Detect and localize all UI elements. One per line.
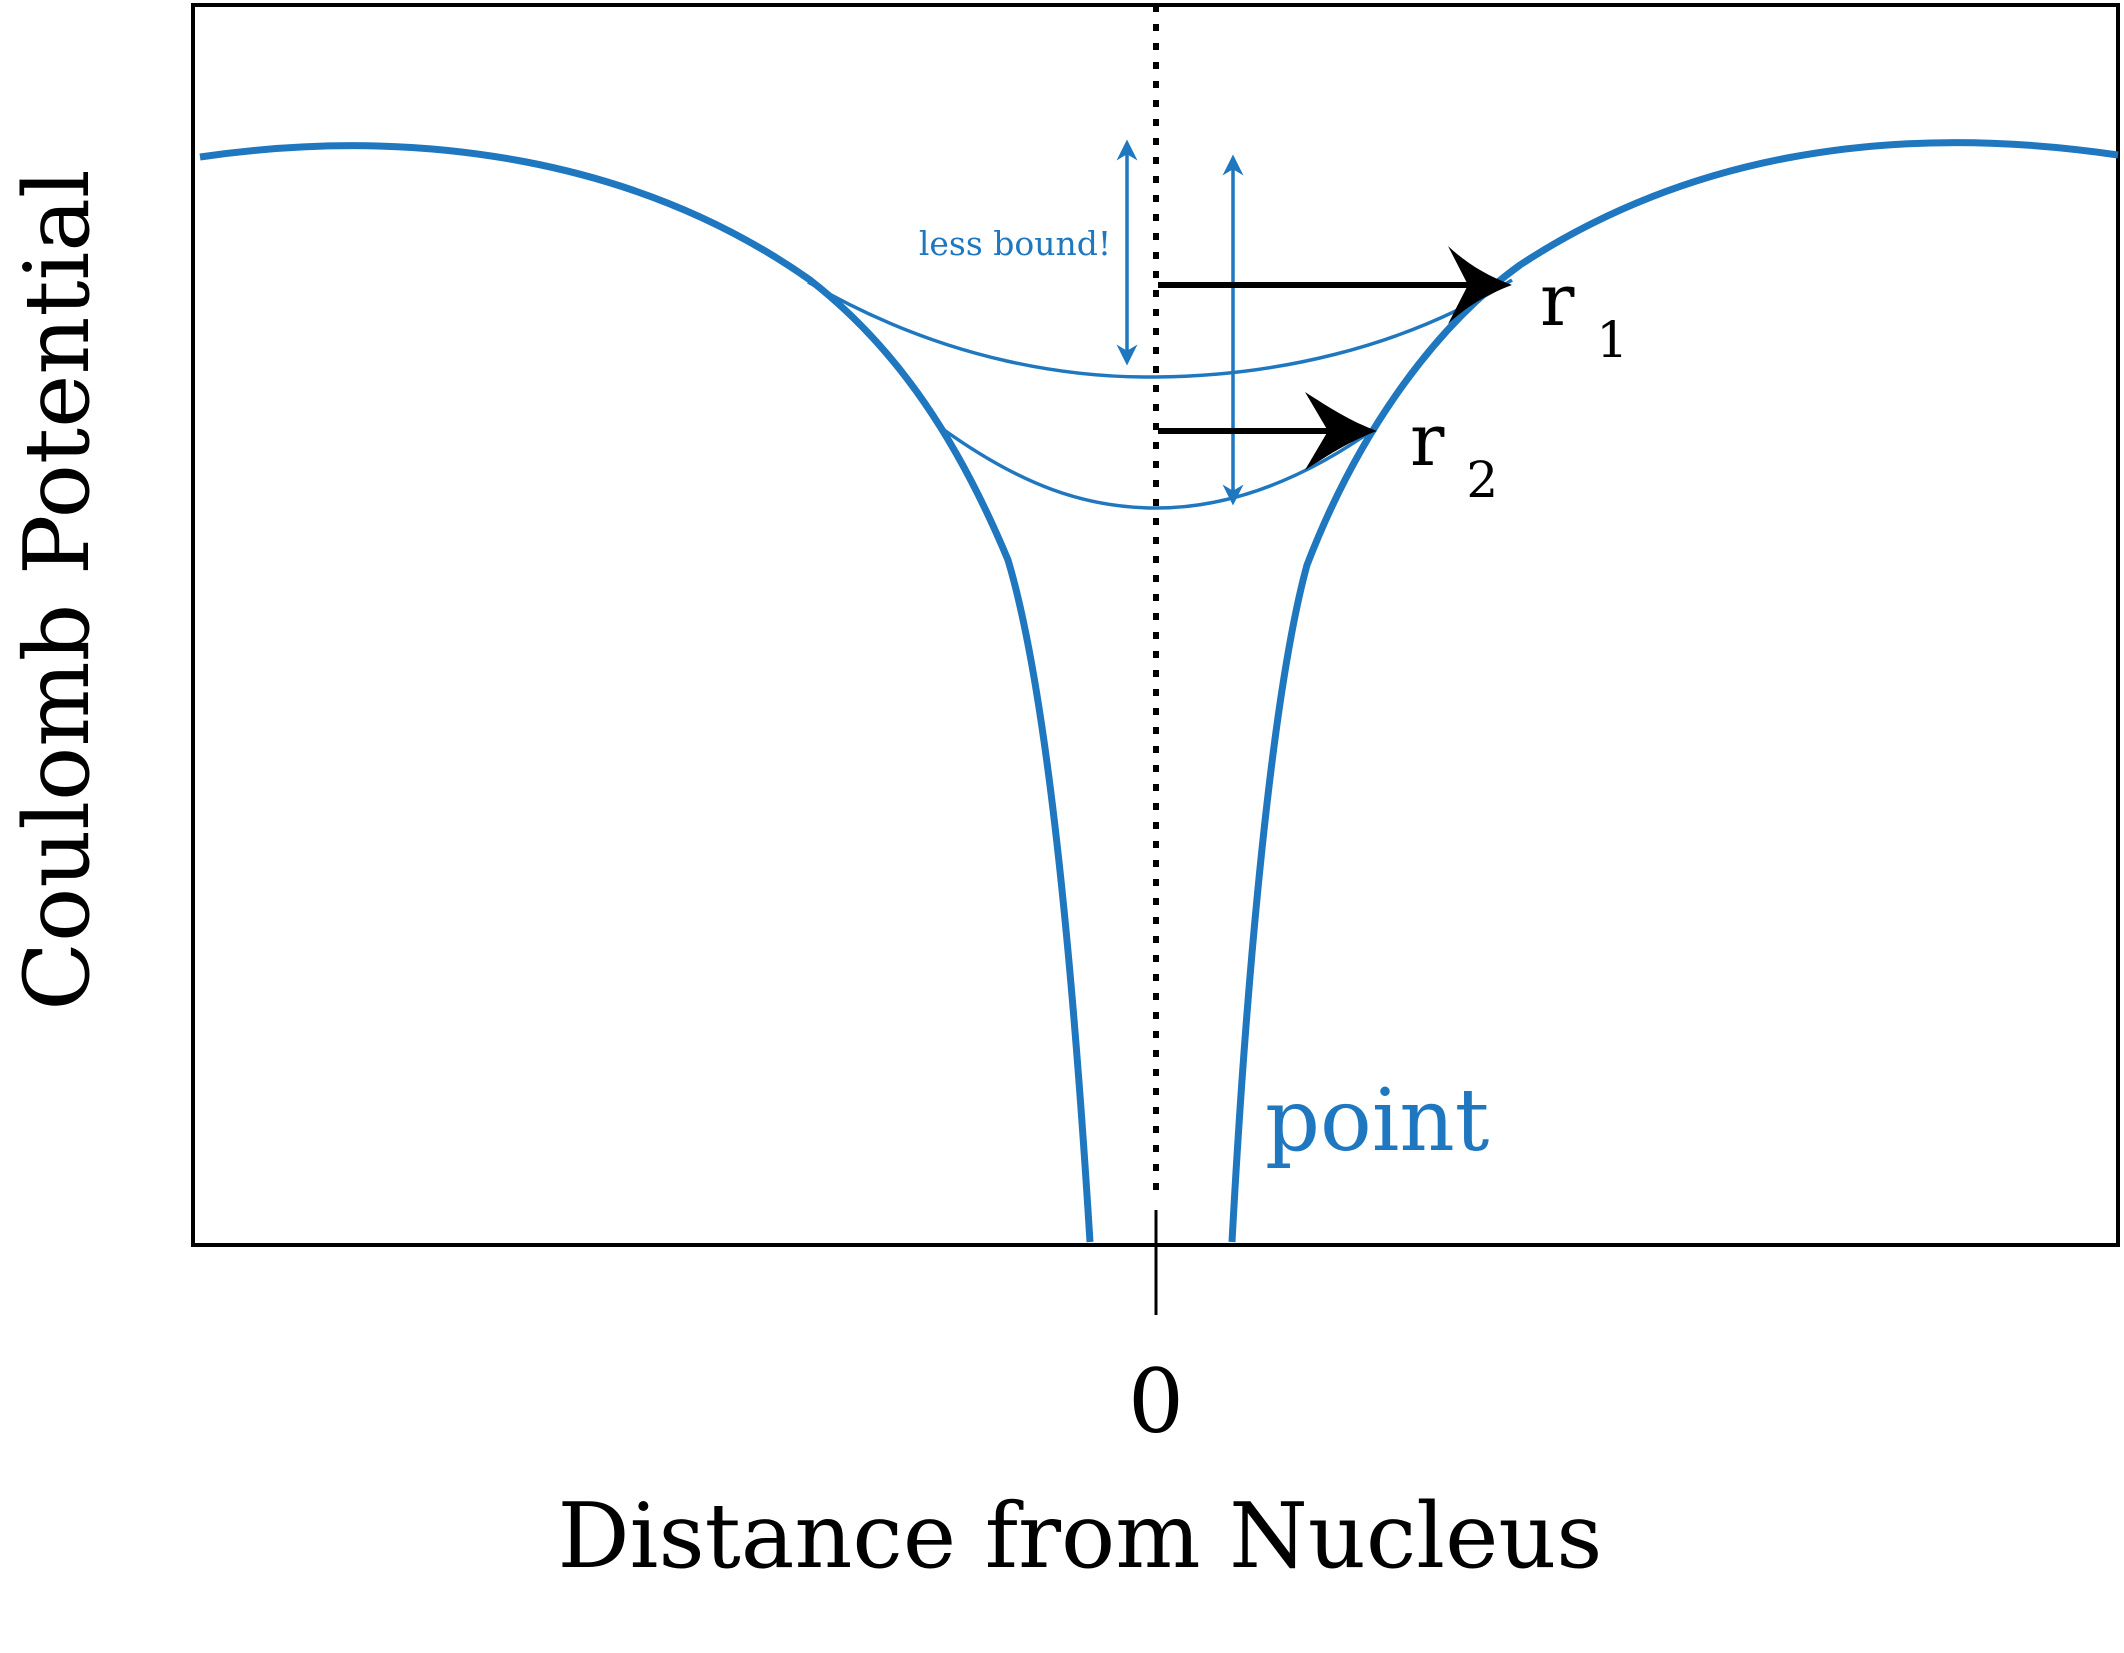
- x-axis-label: Distance from Nucleus: [558, 1484, 1603, 1589]
- r1-sub: 1: [1596, 311, 1628, 369]
- r1-base: r: [1540, 258, 1575, 342]
- point-potential-left-branch: [199, 142, 1094, 1243]
- finite-potential-curve-r2: [938, 425, 1379, 510]
- radius-arrowhead-r1: [1448, 246, 1512, 324]
- plot-frame: [191, 3, 2120, 1247]
- r2-base: r: [1410, 398, 1445, 482]
- radius-arrowhead-r2: [1305, 392, 1377, 470]
- r2-sub: 2: [1466, 451, 1498, 509]
- annotation-less-bound: less bound!: [919, 224, 1111, 263]
- finite-potential-curve-r1: [807, 278, 1513, 379]
- curve-label-point: point: [1265, 1071, 1489, 1171]
- point-potential-right-branch: [1228, 139, 2119, 1243]
- y-axis-label: Coulomb Potential: [5, 169, 110, 1010]
- x-tick-label-zero: 0: [1128, 1350, 1184, 1453]
